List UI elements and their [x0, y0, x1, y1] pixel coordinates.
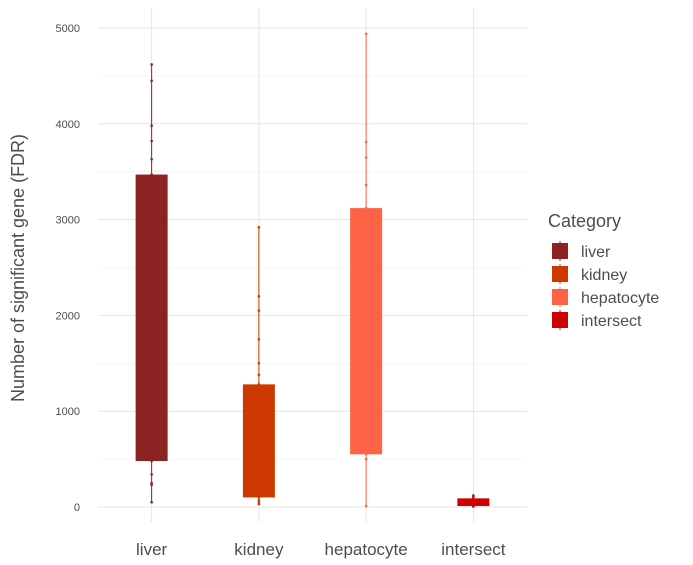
legend-key — [552, 289, 568, 305]
x-axis-ticks: liver kidney hepatocyte intersect — [136, 540, 506, 559]
data-point — [472, 497, 475, 500]
x-tick-label: liver — [136, 540, 168, 559]
legend-key — [552, 243, 568, 259]
legend-label: hepatocyte — [581, 290, 659, 307]
box-liver — [135, 63, 168, 504]
data-point — [364, 183, 368, 187]
legend-item-kidney: kidney — [552, 264, 627, 284]
data-point — [364, 206, 368, 210]
legend-item-liver: liver — [552, 241, 611, 261]
y-tick-label: 2000 — [56, 310, 80, 322]
box-intersect — [457, 494, 490, 508]
data-point — [257, 294, 261, 298]
x-tick-label: intersect — [441, 540, 506, 559]
data-point — [257, 373, 261, 377]
data-point — [257, 362, 261, 365]
y-tick-label: 0 — [74, 502, 80, 514]
data-point — [257, 498, 261, 502]
y-tick-label: 1000 — [56, 406, 80, 418]
data-point — [364, 156, 368, 159]
data-point — [257, 500, 261, 504]
data-point — [364, 453, 368, 456]
box-rect — [242, 384, 275, 498]
legend-label: kidney — [581, 267, 627, 284]
y-tick-label: 5000 — [56, 23, 80, 35]
data-point — [150, 173, 153, 176]
data-point — [257, 496, 261, 499]
data-point — [257, 338, 261, 341]
legend-key — [552, 312, 568, 328]
box-kidney — [242, 225, 275, 506]
legend-item-hepatocyte: hepatocyte — [552, 287, 659, 307]
data-point — [150, 157, 153, 161]
data-point — [257, 309, 261, 312]
x-tick-label: hepatocyte — [325, 540, 408, 559]
y-axis-label: Number of significant gene (FDR) — [8, 134, 28, 402]
legend-title: Category — [548, 211, 621, 231]
data-point — [364, 32, 368, 36]
data-point — [150, 79, 153, 82]
legend-label: liver — [581, 244, 611, 261]
data-point — [150, 500, 153, 504]
y-tick-label: 4000 — [56, 119, 80, 131]
data-point — [257, 502, 261, 506]
data-point — [364, 140, 368, 144]
data-point — [150, 139, 153, 143]
data-point — [472, 504, 475, 508]
y-axis-ticks: 0 1000 2000 3000 4000 5000 — [56, 23, 80, 514]
data-point — [364, 457, 368, 461]
boxes — [135, 32, 490, 508]
box-rect — [135, 174, 168, 462]
legend-item-intersect: intersect — [552, 310, 642, 330]
data-point — [257, 383, 261, 386]
data-point — [472, 494, 475, 497]
data-point — [150, 63, 153, 66]
data-point — [150, 473, 153, 476]
data-point — [150, 483, 153, 487]
legend: Category liver kidney hepatocyte intersect — [548, 211, 659, 330]
box-hepatocyte — [350, 32, 383, 508]
data-point — [364, 504, 368, 508]
x-tick-label: kidney — [234, 540, 284, 559]
data-point — [257, 225, 261, 229]
y-tick-label: 3000 — [56, 215, 80, 227]
legend-label: intersect — [581, 313, 642, 330]
data-point — [150, 481, 153, 485]
box-rect — [350, 208, 383, 455]
data-point — [150, 124, 153, 128]
legend-key — [552, 266, 568, 282]
box-rect — [457, 498, 490, 507]
data-point — [150, 459, 153, 463]
